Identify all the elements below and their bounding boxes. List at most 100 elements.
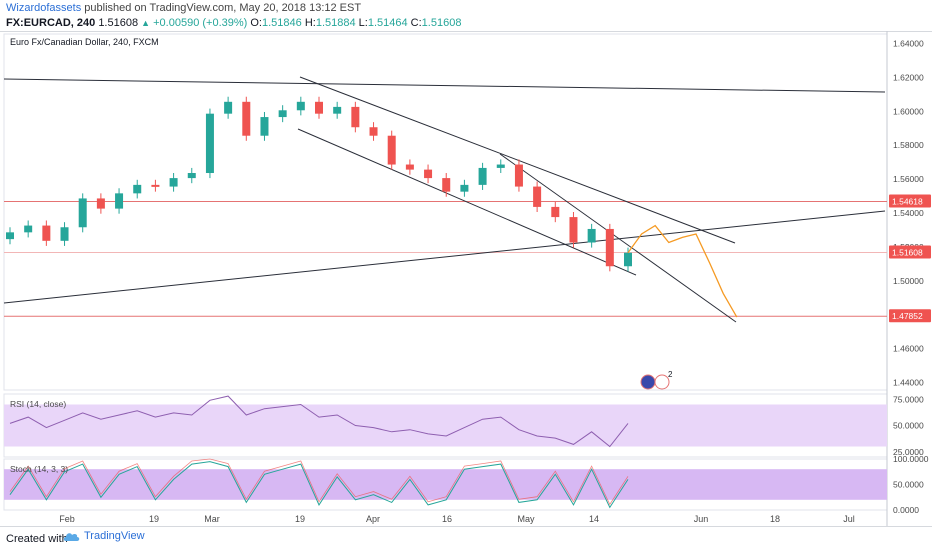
stoch-band <box>4 469 887 500</box>
stoch-title: Stoch (14, 3, 3) <box>10 464 68 474</box>
resistance-price-label: 1.54618 <box>892 197 923 207</box>
tradingview-brand[interactable]: TradingView <box>62 530 145 542</box>
price-tick-label: 1.50000 <box>893 276 924 286</box>
candle-body <box>133 184 142 194</box>
candle-body <box>205 113 214 174</box>
rsi-tick-label: 25.0000 <box>893 447 924 457</box>
time-tick-label: 19 <box>149 514 159 524</box>
lower-channel-line <box>297 128 637 276</box>
candle-body <box>242 101 251 136</box>
price-tick-label: 1.54000 <box>893 208 924 218</box>
candle-body <box>351 106 360 128</box>
steep-channel-line <box>499 153 737 323</box>
candle-body <box>405 164 414 170</box>
time-tick-label: May <box>517 514 535 524</box>
rising-trendline <box>3 210 886 304</box>
chart-title: Euro Fx/Canadian Dollar, 240, FXCM <box>10 37 159 47</box>
candle-body <box>569 217 578 243</box>
rsi-tick-label: 50.0000 <box>893 421 924 431</box>
current-price-label: 1.51608 <box>892 248 923 258</box>
time-tick-label: 19 <box>295 514 305 524</box>
price-chart[interactable]: 1.64000 1.62000 1.60000 1.58000 1.56000 1.540… <box>0 31 932 526</box>
candle-body <box>442 178 451 192</box>
stoch-k-line <box>9 461 629 509</box>
rsi-line <box>9 395 629 448</box>
footer: Created with TradingView <box>0 526 932 551</box>
rsi-band <box>4 404 887 447</box>
price-tick-label: 1.58000 <box>893 140 924 150</box>
price-pane <box>3 33 888 391</box>
candle-body <box>260 117 269 136</box>
open-value: 1.51846 <box>262 17 302 29</box>
time-tick-label: Jul <box>843 514 855 524</box>
ohlc-bar: FX:EURCAD, 240 1.51608 ▲ +0.00590 (+0.39… <box>6 17 461 29</box>
symbol-label: FX:EURCAD, 240 <box>6 17 96 29</box>
candle-body <box>333 106 342 114</box>
candle-body <box>587 228 596 243</box>
canada-flag-icon <box>654 374 670 390</box>
author-link[interactable]: Wizardofassets <box>6 2 82 14</box>
high-value: 1.51884 <box>315 17 356 29</box>
candle-body <box>605 228 614 267</box>
candle-body <box>115 193 124 209</box>
stoch-tick-label: 50.0000 <box>893 480 924 490</box>
published-text: published on TradingView.com, May 20, 20… <box>84 2 362 14</box>
low-value: 1.51464 <box>367 17 408 29</box>
last-price: 1.51608 <box>98 17 139 29</box>
time-tick-label: 14 <box>589 514 599 524</box>
candle-body <box>187 173 196 179</box>
projection-path <box>627 224 738 318</box>
candle-body <box>78 198 87 228</box>
high-label: H: <box>304 17 316 29</box>
stoch-tick-label: 0.0000 <box>893 505 919 515</box>
candle-body <box>60 227 69 241</box>
stoch-tick-label: 100.0000 <box>893 454 929 464</box>
price-tick-label: 1.62000 <box>893 72 924 82</box>
upper-channel-line <box>299 76 736 244</box>
current-price-tag <box>889 245 931 259</box>
stoch-d-line <box>9 458 629 506</box>
candle-body <box>224 101 233 114</box>
open-label: O: <box>250 17 262 29</box>
candle-body <box>315 101 323 114</box>
candle-body <box>278 110 287 118</box>
tradingview-cloud-icon <box>63 533 80 541</box>
price-tick-label: 1.56000 <box>893 174 924 184</box>
header-divider <box>0 31 932 32</box>
candle-body <box>496 164 505 168</box>
change-value: +0.00590 (+0.39%) <box>153 17 248 29</box>
candle-body <box>169 178 178 187</box>
candle-body <box>460 184 469 192</box>
low-label: L: <box>358 17 368 29</box>
rsi-title: RSI (14, close) <box>10 399 66 409</box>
candle-body <box>42 225 51 241</box>
rsi-tick-label: 75.0000 <box>893 394 924 404</box>
support-price-label: 1.47852 <box>892 311 923 321</box>
price-tick-label: 1.60000 <box>893 106 924 116</box>
time-tick-label: Mar <box>204 514 220 524</box>
event-count: 2 <box>668 370 673 379</box>
candle-body <box>6 232 14 240</box>
publication-info: Wizardofassets published on TradingView.… <box>6 2 361 14</box>
up-arrow-icon: ▲ <box>141 18 151 28</box>
price-tick-label: 1.46000 <box>893 344 924 354</box>
created-with-text: Created with <box>6 533 68 545</box>
time-tick-label: Feb <box>59 514 75 524</box>
eu-flag-icon <box>640 374 656 390</box>
candle-body <box>96 198 105 209</box>
candle-body <box>369 127 378 136</box>
close-value: 1.51608 <box>421 17 462 29</box>
price-tick-label: 1.44000 <box>893 378 924 388</box>
time-tick-label: Apr <box>366 514 380 524</box>
candle-body <box>624 252 632 267</box>
tradingview-label: TradingView <box>84 530 145 542</box>
candle-body <box>533 186 542 207</box>
candle-body <box>478 167 487 185</box>
top-horizontal-trendline <box>3 78 886 93</box>
time-tick-label: Jun <box>694 514 709 524</box>
resistance-price-tag <box>889 194 931 208</box>
support-price-tag <box>889 309 931 323</box>
candle-body <box>296 101 305 111</box>
time-tick-label: 18 <box>770 514 780 524</box>
candle-body <box>387 135 396 165</box>
